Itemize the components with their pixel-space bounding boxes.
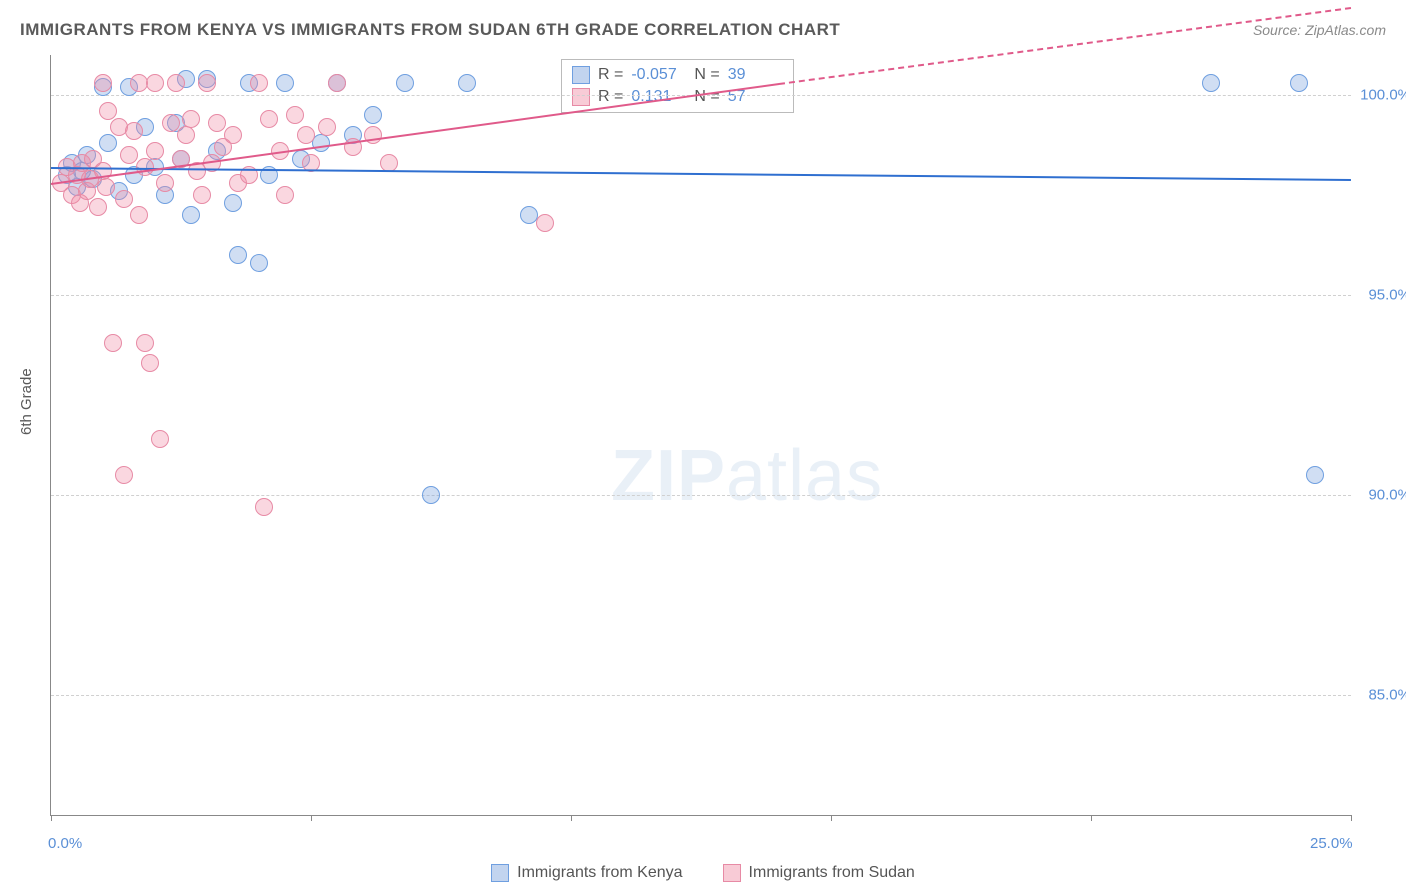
scatter-point <box>156 174 174 192</box>
scatter-point <box>99 134 117 152</box>
legend-bottom: Immigrants from Kenya Immigrants from Sud… <box>0 864 1406 882</box>
y-tick-label: 85.0% <box>1356 687 1406 704</box>
scatter-point <box>167 74 185 92</box>
plot-area: ZIPatlas R =-0.057N =39R =0.131N =57 85.… <box>50 55 1351 816</box>
scatter-point <box>422 486 440 504</box>
scatter-point <box>193 186 211 204</box>
scatter-point <box>141 354 159 372</box>
scatter-point <box>1306 466 1324 484</box>
scatter-point <box>146 142 164 160</box>
legend-swatch <box>723 864 741 882</box>
trend-line-dashed <box>779 7 1351 85</box>
scatter-point <box>198 74 216 92</box>
scatter-point <box>1290 74 1308 92</box>
series-swatch <box>572 88 590 106</box>
scatter-point <box>364 106 382 124</box>
watermark: ZIPatlas <box>611 435 883 517</box>
legend-swatch <box>491 864 509 882</box>
scatter-point <box>276 74 294 92</box>
scatter-point <box>120 146 138 164</box>
watermark-atlas: atlas <box>726 436 883 516</box>
r-value: -0.057 <box>631 66 686 84</box>
scatter-point <box>130 206 148 224</box>
scatter-point <box>104 334 122 352</box>
scatter-point <box>162 114 180 132</box>
scatter-point <box>182 206 200 224</box>
scatter-point <box>115 190 133 208</box>
x-tick <box>1351 815 1352 821</box>
x-tick-label: 0.0% <box>48 835 82 852</box>
y-axis-label: 6th Grade <box>18 368 35 435</box>
gridline-horizontal <box>51 295 1351 296</box>
x-tick-label: 25.0% <box>1310 835 1353 852</box>
legend-item: Immigrants from Sudan <box>723 864 915 882</box>
r-label: R = <box>598 88 623 106</box>
chart-title: IMMIGRANTS FROM KENYA VS IMMIGRANTS FROM… <box>20 20 840 40</box>
scatter-point <box>224 126 242 144</box>
r-label: R = <box>598 66 623 84</box>
source-label: Source: ZipAtlas.com <box>1253 22 1386 38</box>
x-tick <box>1091 815 1092 821</box>
scatter-point <box>125 122 143 140</box>
stat-row: R = -0.057 N = 39 <box>572 64 783 86</box>
scatter-point <box>208 114 226 132</box>
n-label: N = <box>694 66 719 84</box>
scatter-point <box>458 74 476 92</box>
scatter-point <box>255 498 273 516</box>
scatter-point <box>276 186 294 204</box>
scatter-point <box>89 198 107 216</box>
y-tick-label: 100.0% <box>1356 87 1406 104</box>
scatter-point <box>286 106 304 124</box>
scatter-point <box>151 430 169 448</box>
scatter-point <box>229 246 247 264</box>
scatter-point <box>115 466 133 484</box>
x-tick <box>311 815 312 821</box>
legend-item: Immigrants from Kenya <box>491 864 682 882</box>
scatter-point <box>224 194 242 212</box>
scatter-point <box>94 74 112 92</box>
x-tick <box>51 815 52 821</box>
gridline-horizontal <box>51 495 1351 496</box>
series-swatch <box>572 66 590 84</box>
scatter-point <box>328 74 346 92</box>
scatter-point <box>182 110 200 128</box>
scatter-point <box>97 178 115 196</box>
scatter-point <box>136 334 154 352</box>
scatter-point <box>1202 74 1220 92</box>
x-tick <box>831 815 832 821</box>
legend-label: Immigrants from Kenya <box>517 864 682 882</box>
scatter-point <box>99 102 117 120</box>
scatter-point <box>146 74 164 92</box>
scatter-point <box>250 254 268 272</box>
scatter-point <box>536 214 554 232</box>
scatter-point <box>177 126 195 144</box>
watermark-zip: ZIP <box>611 436 726 516</box>
scatter-point <box>396 74 414 92</box>
y-tick-label: 90.0% <box>1356 487 1406 504</box>
legend-label: Immigrants from Sudan <box>749 864 915 882</box>
scatter-point <box>312 134 330 152</box>
scatter-point <box>260 110 278 128</box>
scatter-point <box>318 118 336 136</box>
gridline-horizontal <box>51 695 1351 696</box>
y-tick-label: 95.0% <box>1356 287 1406 304</box>
x-tick <box>571 815 572 821</box>
scatter-point <box>297 126 315 144</box>
n-value: 39 <box>728 66 783 84</box>
scatter-point <box>250 74 268 92</box>
